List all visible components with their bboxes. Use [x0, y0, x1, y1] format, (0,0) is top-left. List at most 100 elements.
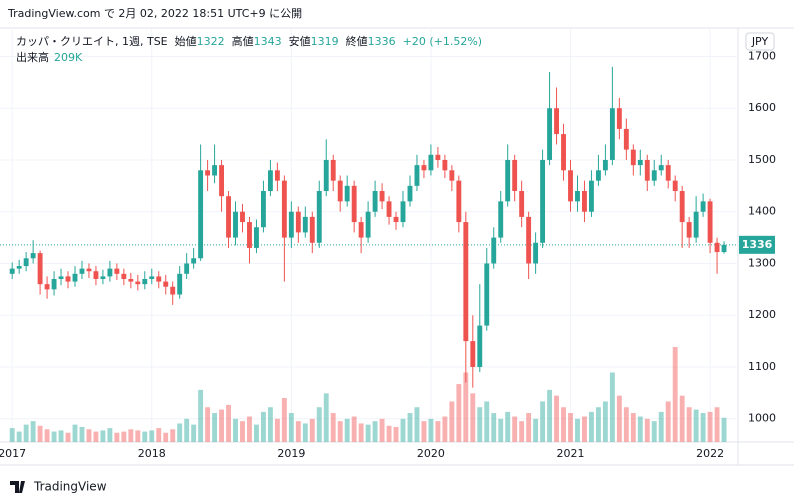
candle-body: [386, 201, 392, 217]
volume-bar: [260, 411, 266, 442]
y-tick-label: 1500: [748, 153, 776, 166]
volume-bar: [484, 401, 490, 442]
candle-body: [184, 263, 190, 274]
candle-body: [205, 170, 211, 176]
candle-body: [247, 222, 252, 248]
candle-body: [163, 281, 169, 287]
candle-body: [512, 159, 518, 192]
candle-body: [442, 159, 448, 171]
candle-body: [212, 165, 218, 176]
volume-bar: [575, 418, 580, 442]
candle-body: [533, 242, 539, 264]
volume-label: 出来高: [16, 50, 49, 64]
candle-body: [51, 278, 57, 290]
candle-body: [9, 268, 15, 274]
volume-bar: [316, 407, 322, 442]
volume-bar: [86, 429, 92, 442]
candle-body: [526, 216, 532, 264]
volume-bar: [449, 401, 455, 442]
volume-bar: [470, 393, 476, 442]
volume-bar: [568, 413, 573, 442]
x-tick-label: 2021: [557, 447, 585, 460]
legend: カッパ・クリエイト, 1週, TSE 始値1322 高値1343 安値1319 終値13…: [16, 34, 482, 64]
candle-body: [602, 159, 608, 171]
volume-bar: [505, 411, 511, 442]
volume-bar: [128, 429, 134, 442]
volume-bar: [149, 430, 155, 442]
candle-body: [714, 242, 720, 253]
volume-bar: [407, 413, 413, 442]
candle-body: [609, 108, 615, 160]
candle-body: [435, 154, 441, 160]
candle-body: [142, 278, 148, 285]
candle-body: [630, 149, 636, 166]
candle-body: [637, 159, 643, 166]
candle-body: [700, 201, 706, 212]
candle-body: [16, 266, 22, 269]
x-tick-label: 2019: [277, 447, 305, 460]
volume-bar: [247, 416, 252, 442]
volume-bar: [51, 431, 57, 442]
candle-body: [505, 159, 511, 202]
candle-body: [498, 201, 504, 238]
volume: [9, 347, 727, 442]
candle-body: [295, 211, 301, 233]
x-tick-label: 2017: [0, 447, 26, 460]
candle-body: [79, 268, 85, 274]
candle-body: [233, 211, 238, 238]
logo: [10, 481, 25, 493]
candle-body: [114, 268, 120, 274]
candles: [9, 66, 727, 388]
volume-bar: [630, 413, 636, 442]
candle-body: [623, 128, 629, 150]
candle-body: [379, 191, 385, 202]
volume-bar: [344, 418, 350, 442]
candle-body: [491, 237, 497, 264]
candle-body: [547, 108, 553, 160]
volume-bar: [337, 421, 343, 442]
volume-bar: [421, 421, 427, 442]
volume-bar: [547, 389, 553, 442]
volume-bar: [72, 424, 78, 442]
candle-body: [58, 276, 64, 279]
volume-bar: [512, 416, 518, 442]
candle-body: [170, 286, 176, 295]
volume-bar: [358, 423, 364, 442]
volume-bar: [219, 409, 224, 442]
volume-bar: [191, 424, 197, 442]
volume-bar: [274, 418, 280, 442]
volume-bar: [330, 413, 336, 442]
candle-body: [309, 216, 315, 243]
volume-bar: [351, 416, 357, 442]
candle-body: [470, 341, 476, 367]
candle-body: [707, 201, 713, 243]
volume-bar: [163, 432, 169, 442]
legend-label: 始値: [175, 34, 197, 48]
volume-bar: [477, 407, 483, 442]
candle-body: [595, 170, 601, 181]
volume-bar: [16, 431, 22, 442]
volume-bar: [309, 418, 315, 442]
volume-bar: [693, 409, 699, 442]
candle-body: [44, 284, 50, 290]
volume-bar: [386, 425, 392, 442]
candle-body: [463, 222, 469, 342]
candle-body: [302, 216, 308, 233]
footer: TradingView: [10, 480, 107, 494]
candle-body: [561, 134, 566, 171]
candle-body: [254, 227, 259, 248]
volume-bar: [714, 407, 720, 442]
candle-body: [456, 180, 462, 223]
candle-body: [358, 222, 364, 238]
candle-body: [219, 165, 224, 197]
candle-body: [191, 258, 197, 264]
volume-bar: [107, 428, 113, 442]
currency-box[interactable]: [745, 32, 775, 51]
volume-bar: [177, 423, 183, 442]
axes: 1000 1100 1200 1300 1400 1500 1600 1700 2017 2018…: [0, 49, 776, 460]
volume-bar: [100, 430, 106, 442]
volume-bar: [686, 407, 692, 442]
candle-body: [477, 325, 483, 367]
candle-body: [421, 165, 427, 171]
candle-body: [365, 211, 371, 238]
